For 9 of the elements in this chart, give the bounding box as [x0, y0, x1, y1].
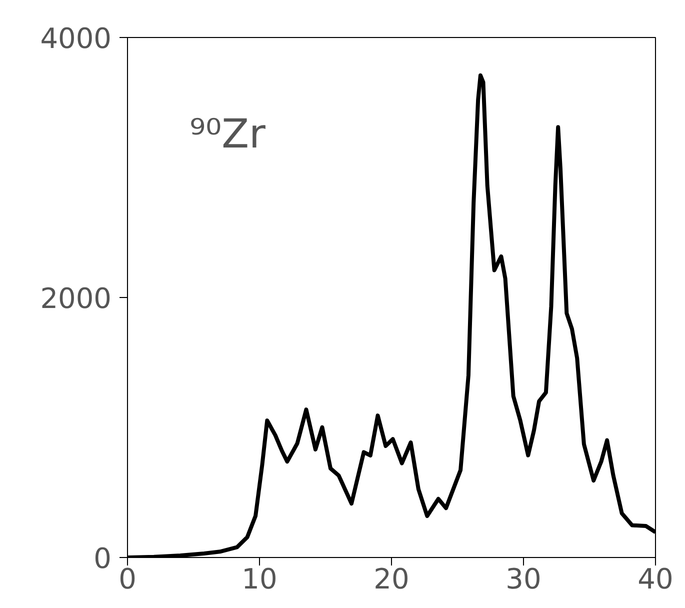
y-tick-label: 2000 [40, 282, 112, 315]
x-tick-label: 30 [506, 562, 542, 596]
x-tick-label: 20 [374, 562, 410, 596]
x-tick-label: 40 [638, 562, 674, 596]
y-tick-label: 0 [94, 542, 112, 575]
x-tick-label: 0 [118, 562, 136, 596]
x-tick-label: 10 [242, 562, 278, 596]
y-tick-label: 4000 [40, 22, 112, 55]
annotation: ⁹⁰Zr [190, 112, 266, 158]
